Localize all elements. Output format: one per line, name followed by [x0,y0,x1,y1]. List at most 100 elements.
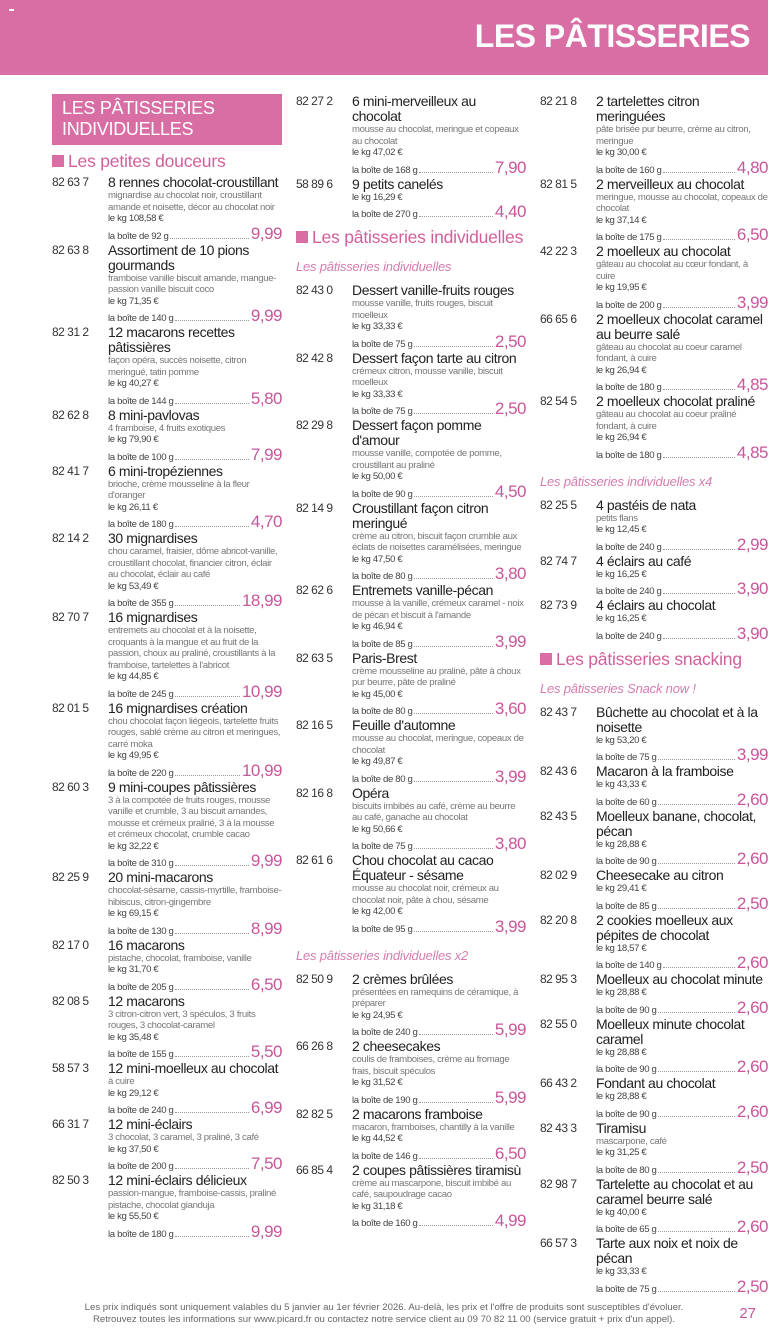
product-details: 4 éclairs au café le kg 16,25 € la boîte d… [596,552,768,599]
product-name: 2 crèmes brûlées [352,970,453,987]
product-code: 82 74 7 [540,553,577,568]
price-per-kg: le kg 40,00 € [596,1206,647,1218]
box-weight: la boîte de 60 g [596,796,657,808]
product-price: 4,70 [250,512,283,531]
product-code: 82 02 9 [540,868,577,882]
column-3: 82 21 8 2 tartelettes citron meringuées pâ… [540,94,768,1296]
product-code: 82 17 0 [52,937,89,952]
product-name: Cheesecake au citron [596,867,724,883]
box-price-line: la boîte de 140 g 2,60 [596,954,768,972]
box-price-line: la boîte de 85 g 2,50 [596,895,768,913]
product-description: meringue, mousse au chocolat, copeaux de… [596,191,768,215]
product-description: mousse vanille, fruits rouges, biscuit m… [352,298,493,321]
product-item: 66 65 6 2 moelleux chocolat caramel au be… [540,311,768,395]
dotted-leader [174,1056,249,1057]
product-details: 12 mini-éclairs 3 chocolat, 3 caramel, 3 … [108,1117,283,1173]
product-item: 82 17 0 16 macarons pistache, chocolat, fr… [52,937,283,994]
product-price: 2,60 [736,997,768,1017]
product-description: façon opéra, succès noisette, citron mer… [108,355,247,378]
dotted-leader [418,216,493,217]
price-per-kg: le kg 31,52 € [352,1077,403,1088]
product-name: 16 mignardises création [108,699,248,716]
product-details: 16 macarons pistache, chocolat, framboise… [108,937,283,994]
product-description: pistache, chocolat, framboise, vanille [108,952,252,964]
product-item: 82 41 7 6 mini-tropéziennes brioche, crème… [52,462,283,532]
product-name: 6 mini-tropéziennes [108,462,223,479]
price-per-kg: le kg 28,88 € [596,987,647,998]
product-item: 66 26 8 2 cheesecakes coulis de framboises… [296,1038,527,1107]
product-details: Dessert façon tarte au citron crémeux cit… [352,350,527,419]
product-price: 5,80 [250,388,283,408]
product-name: 4 éclairs au café [596,552,692,569]
box-price-line: la boîte de 160 g 4,80 [596,159,768,177]
product-details: Macaron à la framboise le kg 43,33 € la bo… [596,764,768,809]
dotted-leader [418,1157,493,1159]
product-item: 82 14 2 30 mignardises chou caramel, frais… [52,531,283,610]
section-heading: Les petites douceurs [52,151,282,171]
product-name: Chou chocolat au cacao Équateur - sésame [352,852,494,883]
product-code: 82 95 3 [540,972,577,986]
product-name: 6 mini-merveilleux au chocolat [352,93,476,124]
box-price-line: la boîte de 240 g 5,99 [352,1021,527,1039]
box-price-line: la boîte de 80 g 3,80 [352,565,527,583]
product-details: 2 moelleux chocolat caramel au beurre sa… [596,311,768,395]
dotted-leader [174,526,249,527]
price-per-kg: le kg 33,33 € [596,1266,647,1277]
price-per-kg: le kg 29,41 € [596,883,647,894]
box-price-line: la boîte de 75 g 3,99 [596,746,768,764]
box-price-line: la boîte de 155 g 5,50 [108,1043,283,1061]
price-per-kg: le kg 12,45 € [596,524,647,535]
product-name: Dessert façon pomme d'amour [352,417,482,448]
price-per-kg: le kg 35,48 € [108,1031,159,1043]
product-name: Tartelette au chocolat et au caramel beu… [596,1175,753,1207]
product-description: chou caramel, fraisier, dôme abricot-van… [108,546,278,580]
box-weight: la boîte de 180 g [108,1228,174,1240]
price-per-kg: le kg 45,00 € [352,688,403,700]
product-details: 8 rennes chocolat-croustillant mignardise… [108,175,283,243]
box-price-line: la boîte de 180 g 4,85 [596,444,768,462]
page-title: LES PÂTISSERIES [474,18,751,54]
product-code: 82 54 5 [540,394,577,408]
dotted-leader [657,1231,735,1232]
product-code: 82 73 9 [540,598,577,612]
product-description: pâte brisée pur beurre, crème au citron,… [596,124,751,147]
product-item: 82 63 7 8 rennes chocolat-croustillant mig… [52,175,283,243]
product-description: entremets au chocolat et à la noisette, … [108,625,276,671]
dotted-leader [174,402,249,404]
box-price-line: la boîte de 65 g 2,60 [596,1218,768,1236]
product-code: 82 41 7 [52,463,89,478]
square-bullet-icon [540,652,552,665]
product-details: 2 moelleux au chocolat gâteau au chocolat… [596,244,768,312]
product-name: 2 cheesecakes [352,1038,441,1054]
price-per-kg: le kg 44,85 € [108,671,159,682]
product-price: 10,99 [241,681,283,701]
product-name: Fondant au chocolat [596,1075,716,1091]
product-price: 6,50 [494,1143,527,1163]
product-name: 12 mini-moelleux au chocolat [108,1060,279,1076]
dotted-leader [174,932,249,934]
product-price: 2,60 [736,849,768,868]
product-details: Moelleux banane, chocolat, pécan le kg 28… [596,808,768,869]
box-weight: la boîte de 200 g [108,1161,174,1172]
dotted-leader [174,695,240,697]
section-banner: LES PÂTISSERIES INDIVIDUELLES [52,94,282,145]
box-weight: la boîte de 190 g [352,1094,418,1106]
dotted-leader [657,759,735,760]
price-per-kg: le kg 108,58 € [108,213,164,224]
box-weight: la boîte de 220 g [108,767,174,779]
box-weight: la boîte de 90 g [596,1004,657,1016]
dotted-leader [174,458,249,460]
product-code: 82 01 5 [52,700,89,715]
product-code: 82 61 6 [296,853,333,867]
product-item: 82 16 5 Feuille d'automne mousse au chocol… [296,718,527,786]
product-code: 66 43 2 [540,1076,577,1090]
product-price: 3,99 [494,631,527,651]
product-name: Moelleux minute chocolat caramel [596,1015,745,1047]
page-footer: Les prix indiqués sont uniquement valabl… [0,1302,768,1332]
product-details: Opéra biscuits imbibés au café, crème au … [352,785,527,854]
product-item: 82 27 2 6 mini-merveilleux au chocolat mou… [296,93,527,177]
product-item: 82 25 9 20 mini-macarons chocolat-sésame, … [52,870,283,938]
product-price: 7,99 [250,444,283,464]
box-weight: la boîte de 75 g [596,752,657,763]
product-details: Fondant au chocolat le kg 28,88 € la boîte… [596,1076,768,1121]
